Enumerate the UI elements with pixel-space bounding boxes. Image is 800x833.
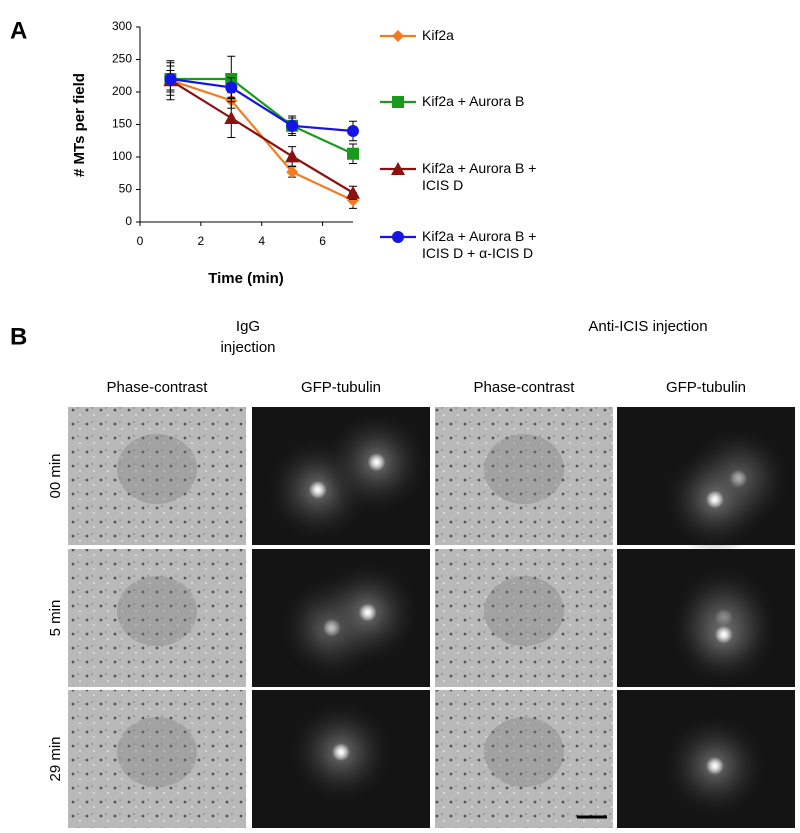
legend-swatch [380,231,416,243]
series-line [170,77,354,133]
legend-entry: Kif2a + Aurora B + ICIS D [378,160,558,194]
marker [225,81,238,94]
marker [285,149,300,163]
marker [164,73,177,85]
cell-region [484,576,564,647]
column-label: GFP-tubulin [666,379,746,396]
spindle-pole [705,490,724,509]
series-line [170,77,354,155]
column-label: Phase-contrast [107,379,209,396]
marker [347,125,359,137]
legend-swatch [380,30,416,42]
y-tick-label: 200 [112,84,132,98]
x-tick-label: 4 [258,234,265,248]
spindle-pole [714,625,733,644]
cell-region [117,717,197,788]
marker [392,30,404,42]
cell-region [484,717,564,788]
marker [347,147,359,160]
y-tick-label: 150 [112,117,132,131]
cell-region [484,434,564,505]
x-axis-label: Time (min) [208,270,284,287]
phase-contrast-image [68,690,246,828]
marker [346,185,360,199]
row-label: 5 min [47,600,64,637]
y-tick-label: 250 [112,52,132,66]
legend-label: Kif2a + Aurora B + ICIS D [422,160,537,193]
legend-label: Kif2a + Aurora B + ICIS D + α-ICIS D [422,228,537,261]
group-label: IgG injection [220,318,275,356]
series-line [169,79,354,194]
y-tick-label: 100 [112,149,132,163]
y-axis-label: # MTs per field [71,73,88,177]
spindle-pole [358,603,377,622]
panel-label: A [10,17,27,44]
marker [286,165,299,178]
legend-label: Kif2a [422,27,454,43]
row-label: 29 min [47,736,64,781]
legend-swatch [380,162,416,175]
phase-contrast-image [68,549,246,687]
spindle-pole [705,756,724,775]
marker [392,96,404,108]
cell-region [117,434,197,505]
legend-entry: Kif2a [378,27,558,44]
legend-swatch [380,96,416,108]
marker [286,119,299,132]
legend-entry: Kif2a + Aurora B + ICIS D + α-ICIS D [378,228,558,262]
marker [392,231,404,243]
column-label: Phase-contrast [474,379,576,396]
row-label: 00 min [47,453,64,498]
y-tick-label: 0 [125,214,132,228]
spindle-pole [367,453,386,472]
phase-contrast-image [435,407,613,545]
marker [391,162,405,175]
y-tick-label: 50 [119,182,133,196]
marker [224,111,239,124]
y-tick-label: 300 [112,19,132,33]
cell-region [117,576,197,647]
phase-contrast-image [68,407,246,545]
panel-label: B [10,323,27,350]
x-tick-label: 0 [137,234,144,248]
x-tick-label: 2 [198,234,205,248]
column-label: GFP-tubulin [301,379,381,396]
group-label: Anti-ICIS injection [588,318,707,335]
spindle-pole [332,743,350,762]
legend-label: Kif2a + Aurora B [422,93,525,109]
x-tick-label: 6 [319,234,326,248]
spindle-pole [308,480,327,499]
phase-contrast-image [435,549,613,687]
phase-contrast-image [435,690,613,828]
legend-entry: Kif2a + Aurora B [378,93,558,110]
